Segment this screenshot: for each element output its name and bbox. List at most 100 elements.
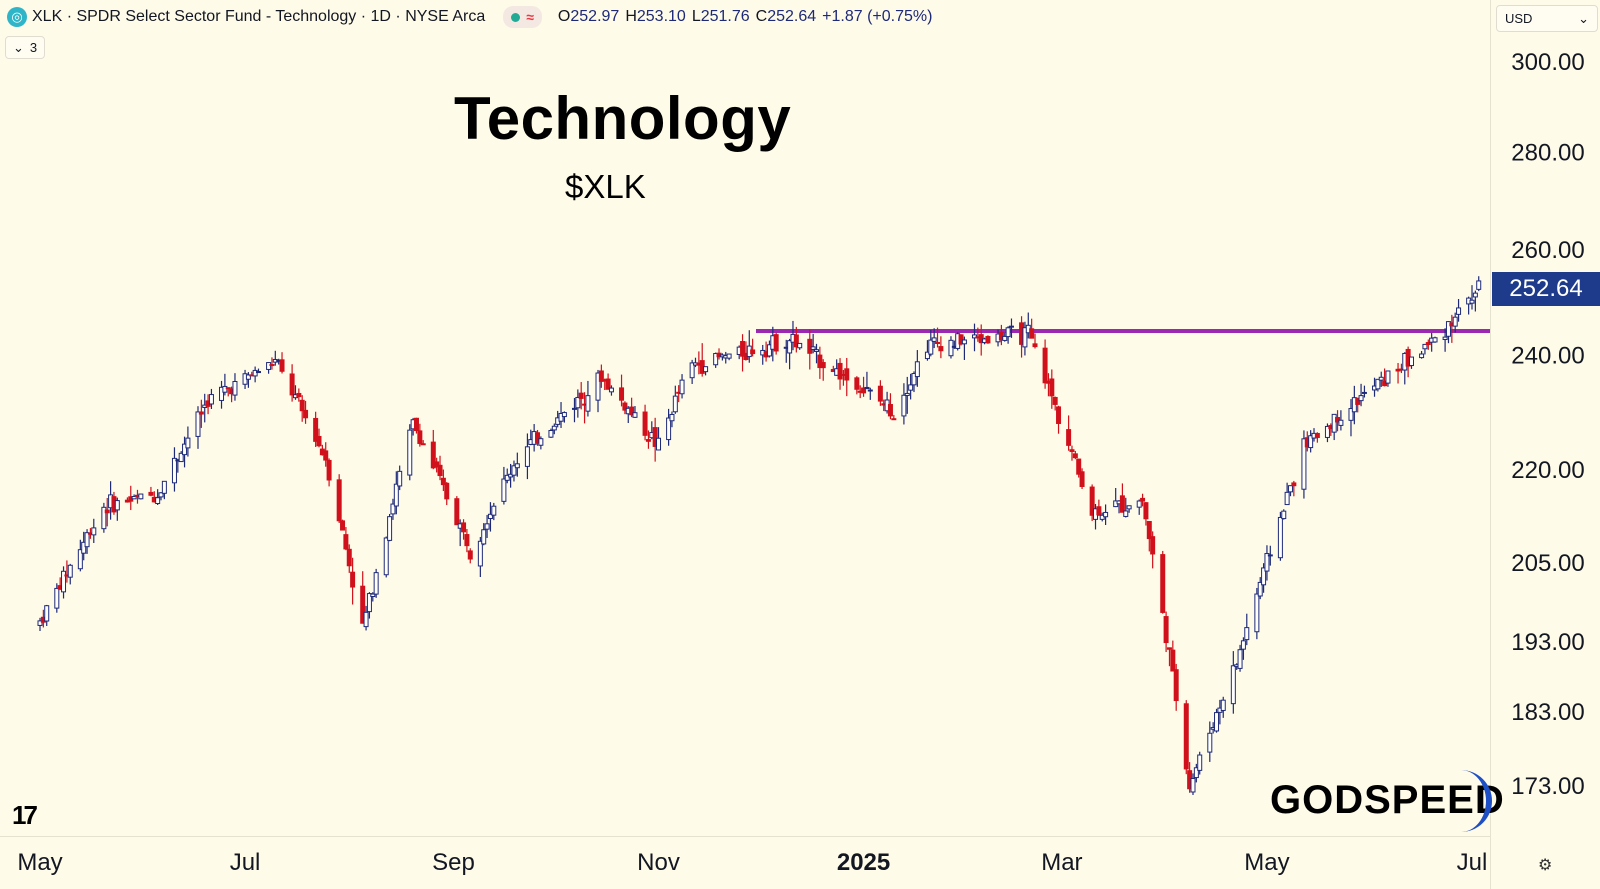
candle-body bbox=[548, 429, 554, 438]
candle-body bbox=[393, 483, 399, 507]
candle-body bbox=[296, 392, 302, 398]
wave-icon: ≈ bbox=[526, 9, 534, 25]
candle-body bbox=[1146, 520, 1152, 540]
time-axis-border bbox=[0, 836, 1490, 837]
candle-body bbox=[313, 417, 319, 442]
open-value: 252.97 bbox=[570, 8, 620, 25]
indicators-collapse-button[interactable]: ⌄ 3 bbox=[5, 36, 46, 59]
candle-body bbox=[575, 396, 581, 409]
candle-body bbox=[1281, 510, 1287, 520]
candle-body bbox=[340, 520, 346, 531]
candle-body bbox=[1069, 449, 1075, 452]
candle-body bbox=[1291, 482, 1297, 487]
chevron-down-icon: ⌄ bbox=[1578, 10, 1589, 26]
candle-body bbox=[454, 498, 460, 526]
candle-body bbox=[1456, 307, 1462, 315]
candle-body bbox=[1324, 425, 1330, 438]
candle-body bbox=[622, 402, 628, 411]
candle-body bbox=[538, 438, 544, 446]
candle-body bbox=[1442, 336, 1448, 341]
candle-body bbox=[1338, 419, 1344, 426]
y-tick-label: 260.00 bbox=[1511, 237, 1584, 264]
candle-body bbox=[914, 361, 920, 378]
candle-body bbox=[1378, 376, 1384, 381]
candle-body bbox=[817, 354, 823, 369]
x-tick-label: Jul bbox=[1457, 849, 1488, 876]
candle-body bbox=[740, 341, 746, 357]
high-value: 253.10 bbox=[636, 8, 686, 25]
candle-body bbox=[1348, 408, 1354, 421]
candle-body bbox=[464, 534, 470, 547]
candle-body bbox=[255, 371, 261, 374]
candle-body bbox=[1361, 391, 1367, 394]
candle-body bbox=[958, 334, 964, 345]
currency-select[interactable]: USD ⌄ bbox=[1496, 5, 1598, 32]
candle-body bbox=[1140, 497, 1146, 502]
candle-body bbox=[608, 387, 614, 393]
candle-body bbox=[656, 437, 662, 451]
candle-body bbox=[861, 387, 867, 394]
candle-body bbox=[343, 534, 349, 550]
chart-subtitle: $XLK bbox=[565, 168, 646, 205]
candle-body bbox=[1022, 327, 1028, 348]
candle-body bbox=[689, 362, 695, 379]
candle-body bbox=[326, 459, 332, 481]
candle-body bbox=[672, 395, 678, 413]
candle-body bbox=[77, 549, 83, 570]
settings-icon[interactable]: ⚙ bbox=[1538, 857, 1553, 874]
candle-body bbox=[632, 412, 638, 418]
candle-body bbox=[928, 339, 934, 355]
candle-body bbox=[91, 527, 97, 536]
candle-body bbox=[1301, 438, 1307, 490]
tradingview-logo-icon[interactable]: 17 bbox=[12, 800, 38, 830]
candle-body bbox=[1452, 316, 1458, 327]
candle-body bbox=[1008, 325, 1014, 328]
candle-body bbox=[1052, 396, 1058, 405]
candle-body bbox=[1419, 353, 1425, 359]
candle-body bbox=[595, 372, 601, 401]
candle-body bbox=[1079, 471, 1085, 488]
y-tick-label: 300.00 bbox=[1511, 49, 1584, 76]
candle-body bbox=[1358, 395, 1364, 402]
candle-body bbox=[1230, 665, 1236, 705]
candle-body bbox=[629, 406, 635, 416]
chevron-down-icon: ⌄ bbox=[13, 39, 24, 55]
symbol-title[interactable]: XLK · SPDR Select Sector Fund - Technolo… bbox=[32, 8, 486, 25]
candle-body bbox=[1476, 280, 1482, 290]
candle-body bbox=[1375, 378, 1381, 390]
candle-body bbox=[430, 441, 436, 469]
candle-body bbox=[487, 513, 493, 520]
candle-body bbox=[1267, 554, 1273, 557]
candle-body bbox=[397, 470, 403, 487]
y-tick-label: 183.00 bbox=[1511, 699, 1584, 726]
candle-body bbox=[837, 362, 843, 380]
y-tick-label: 240.00 bbox=[1511, 342, 1584, 369]
candle-body bbox=[535, 432, 541, 444]
candle-body bbox=[1032, 343, 1038, 348]
low-label: L bbox=[691, 8, 701, 25]
market-status-badge[interactable]: ≈ bbox=[503, 6, 542, 28]
candle-body bbox=[901, 394, 907, 417]
candle-body bbox=[67, 564, 73, 578]
candle-body bbox=[383, 537, 389, 576]
candle-body bbox=[1042, 347, 1048, 384]
candle-body bbox=[938, 346, 944, 352]
candle-body bbox=[948, 339, 954, 357]
candle-body bbox=[1099, 514, 1105, 520]
candle-body bbox=[323, 450, 329, 461]
candle-body bbox=[185, 437, 191, 449]
y-tick-label: 220.00 bbox=[1511, 457, 1584, 484]
candle-body bbox=[1005, 327, 1011, 338]
close-label: C bbox=[755, 8, 768, 25]
candle-body bbox=[854, 377, 860, 390]
candle-body bbox=[1066, 429, 1072, 446]
candle-body bbox=[171, 457, 177, 484]
candle-body bbox=[578, 392, 584, 399]
candle-body bbox=[1089, 486, 1095, 516]
candle-body bbox=[104, 509, 110, 514]
candle-body bbox=[773, 334, 779, 352]
y-tick-label: 193.00 bbox=[1511, 629, 1584, 656]
candle-body bbox=[1166, 647, 1172, 650]
candle-body bbox=[598, 370, 604, 382]
